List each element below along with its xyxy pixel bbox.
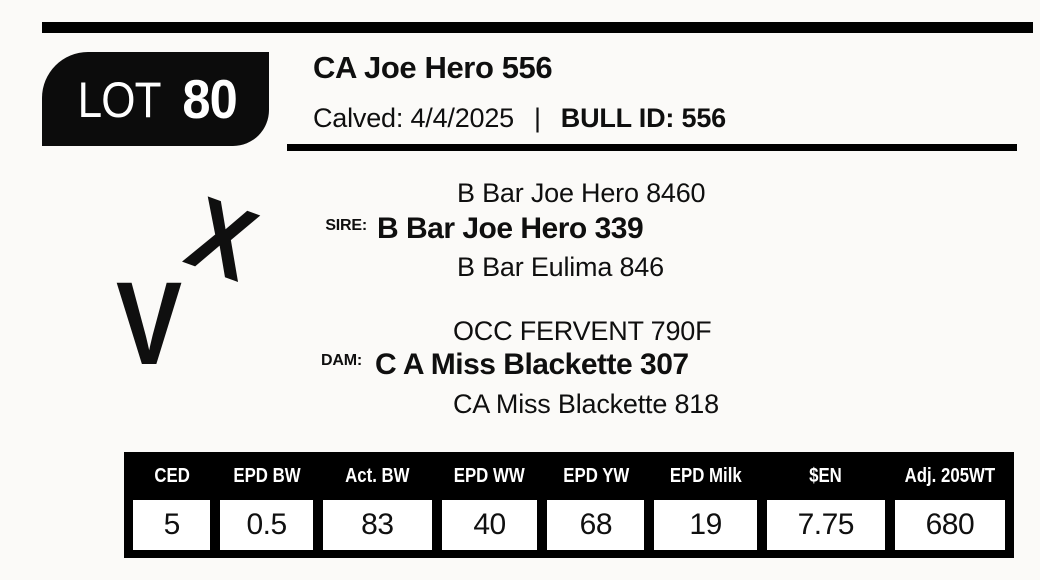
- lot-label: LOT: [77, 72, 162, 128]
- meta-divider: |: [533, 103, 541, 133]
- epd-value-epd-milk: 19: [654, 500, 757, 550]
- epd-col-header-epd-milk: EPD Milk: [669, 464, 742, 487]
- lot-badge: LOT 80: [42, 52, 269, 146]
- epd-value-epd-ww: 40: [441, 500, 538, 550]
- calved-label: Calved: 4/4/2025: [313, 103, 514, 133]
- epd-value-epd-bw: 0.5: [220, 500, 313, 550]
- top-divider-bar: [42, 22, 1033, 33]
- epd-col-header-act-bw: Act. BW: [345, 464, 410, 487]
- epd-value-en: 7.75: [766, 500, 885, 550]
- animal-title: CA Joe Hero 556: [313, 50, 553, 85]
- epd-col-header-epd-yw: EPD YW: [562, 464, 629, 487]
- title-underline-rule: [287, 144, 1017, 151]
- dam-granddam: CA Miss Blackette 818: [453, 389, 719, 419]
- epd-col-header-epd-bw: EPD BW: [232, 464, 301, 487]
- epd-col-header-en: $EN: [809, 464, 843, 487]
- dam-name: C A Miss Blackette 307: [375, 348, 689, 381]
- brand-letter-v: V: [116, 258, 183, 390]
- sire-name: B Bar Joe Hero 339: [377, 212, 644, 245]
- epd-col-header-epd-ww: EPD WW: [454, 464, 526, 487]
- sire-label: SIRE:: [325, 217, 367, 234]
- dam-grandsire: OCC FERVENT 790F: [453, 316, 712, 346]
- calved-date: 4/4/2025: [410, 103, 514, 133]
- bull-id-value: 556: [681, 103, 727, 133]
- epd-value-epd-yw: 68: [547, 500, 645, 550]
- epd-col-header-adj-205wt: Adj. 205WT: [904, 464, 996, 487]
- epd-table: CED EPD BW Act. BW EPD WW EPD YW EPD Mil…: [124, 452, 1014, 558]
- dam-label: DAM:: [321, 352, 362, 369]
- epd-value-adj-205wt: 680: [894, 500, 1005, 550]
- epd-data-row: 5 0.5 83 40 68 19 7.75 680: [133, 500, 1005, 550]
- lot-number: 80: [181, 67, 237, 130]
- epd-header-row: CED EPD BW Act. BW EPD WW EPD YW EPD Mil…: [133, 452, 1005, 500]
- sire-granddam: B Bar Eulima 846: [457, 252, 664, 282]
- bull-id: BULL ID: 556: [560, 103, 727, 133]
- epd-value-act-bw: 83: [322, 500, 432, 550]
- epd-value-ced: 5: [133, 500, 211, 550]
- sire-grandsire: B Bar Joe Hero 8460: [457, 178, 706, 208]
- animal-meta-line: Calved: 4/4/2025 | BULL ID: 556: [313, 103, 726, 134]
- brand-letter-x: X: [173, 174, 271, 304]
- epd-col-header-ced: CED: [153, 464, 190, 487]
